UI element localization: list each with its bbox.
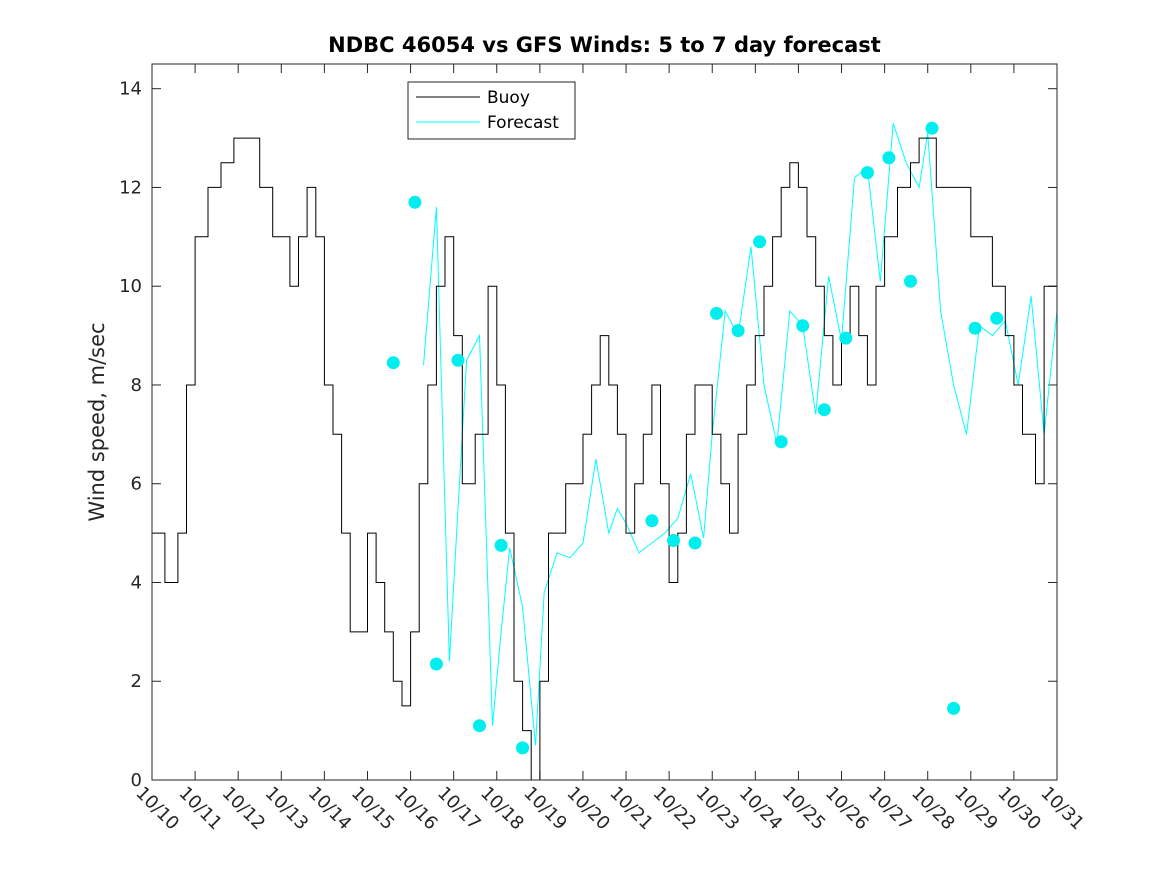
forecast-marker (925, 121, 939, 135)
forecast-marker (882, 151, 896, 165)
forecast-marker (817, 403, 831, 417)
forecast-marker (429, 657, 443, 671)
forecast-series (423, 123, 1058, 746)
forecast-marker (710, 306, 723, 320)
chart-title: NDBC 46054 vs GFS Winds: 5 to 7 day fore… (328, 33, 881, 57)
forecast-marker (473, 719, 486, 733)
plot-area (152, 64, 1057, 780)
legend-buoy-label: Buoy (487, 88, 530, 108)
forecast-marker (796, 319, 810, 333)
forecast-marker (990, 311, 1004, 325)
y-axis-label: Wind speed, m/sec (85, 322, 109, 521)
y-tick-label: 0 (131, 770, 142, 791)
y-tick-label: 10 (119, 276, 142, 297)
y-tick-label: 6 (131, 474, 142, 495)
forecast-marker (667, 534, 680, 547)
forecast-marker (516, 741, 530, 755)
buoy-series (152, 137, 1058, 781)
forecast-marker (839, 331, 853, 345)
plot-frame (151, 63, 1058, 781)
legend: Buoy Forecast (407, 81, 576, 140)
forecast-marker (968, 321, 982, 335)
forecast-marker (408, 195, 422, 209)
y-tick-label: 12 (119, 177, 142, 198)
forecast-markers (386, 121, 1004, 755)
y-axis-ticks: 0 2 4 6 8 10 12 14 (119, 79, 1057, 791)
forecast-marker (904, 274, 917, 288)
forecast-marker (494, 538, 508, 552)
legend-forecast-label: Forecast (487, 113, 559, 133)
forecast-line (423, 123, 1058, 746)
forecast-marker (645, 514, 659, 528)
forecast-marker (731, 324, 745, 338)
forecast-marker (451, 353, 465, 367)
y-tick-label: 14 (119, 79, 142, 100)
y-tick-label: 4 (131, 572, 142, 593)
forecast-marker (947, 701, 961, 715)
forecast-marker (753, 235, 767, 249)
forecast-marker (860, 166, 874, 180)
buoy-line (152, 137, 1058, 781)
y-tick-label: 2 (131, 671, 142, 692)
forecast-marker (386, 356, 400, 370)
y-tick-label: 8 (131, 375, 142, 396)
legend-box (407, 81, 576, 140)
forecast-marker (774, 435, 788, 449)
forecast-marker (688, 536, 702, 550)
